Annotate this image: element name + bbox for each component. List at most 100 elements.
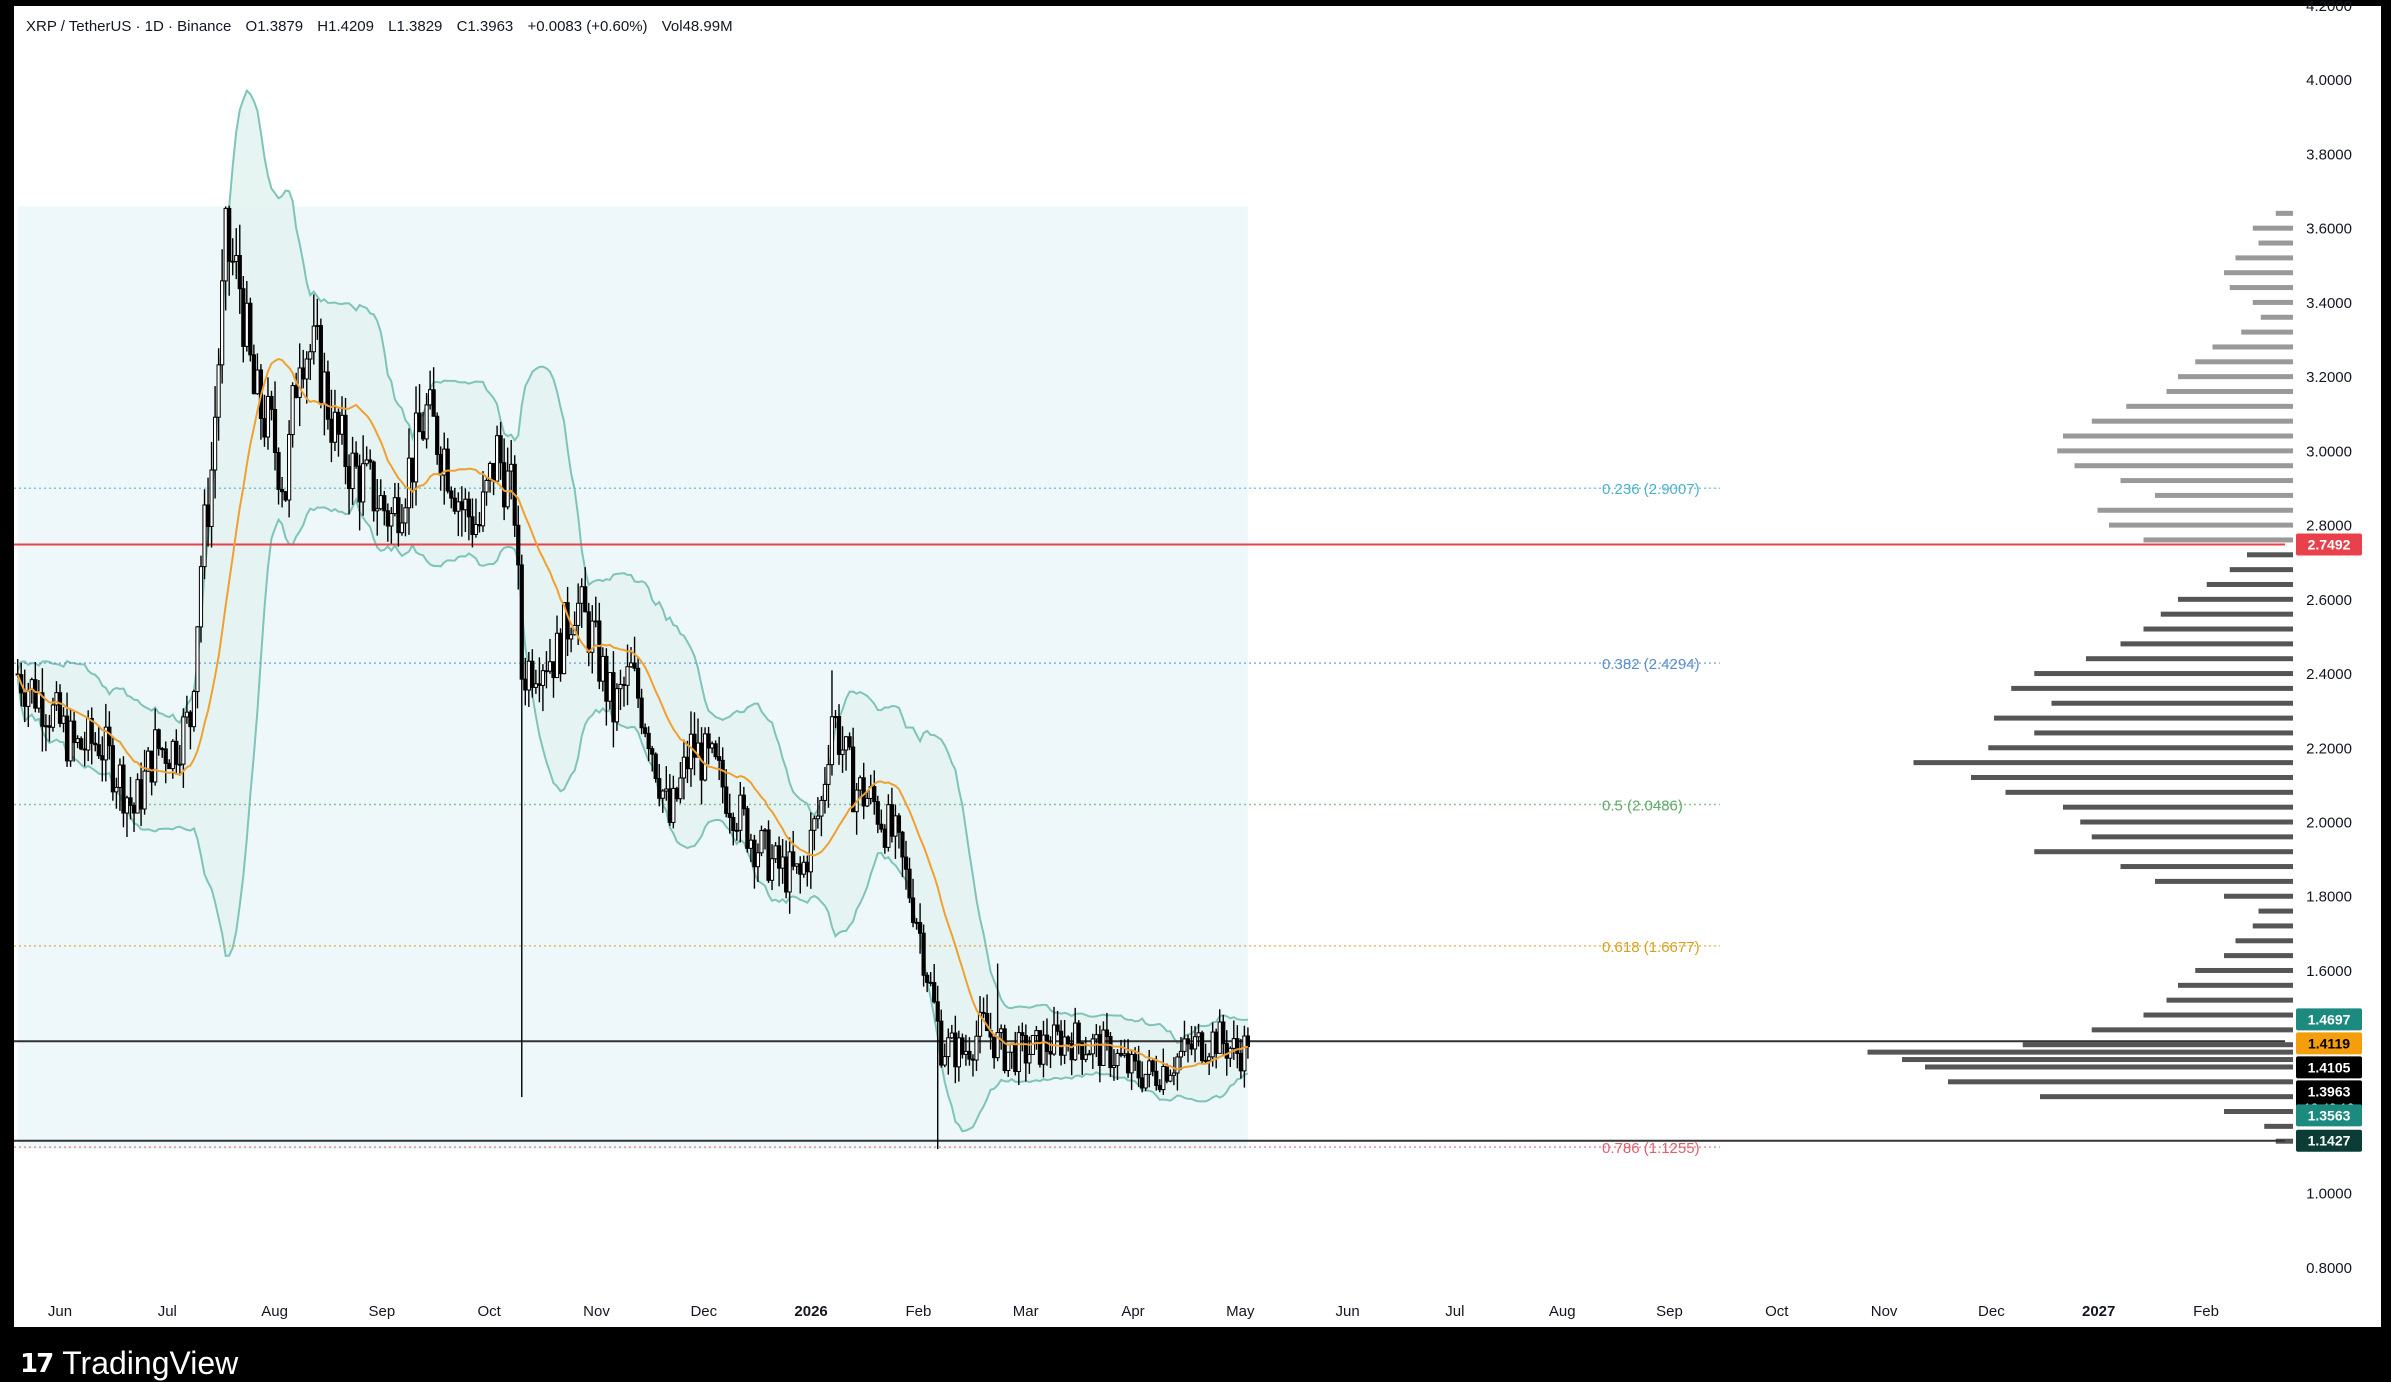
candle-body (833, 716, 838, 719)
candle-body (745, 808, 750, 849)
candle-body (86, 718, 91, 751)
price-axis-labels: 2.74921.46971.41191.41051.396312:42:131.… (2296, 533, 2362, 1152)
candle (907, 857, 912, 903)
price-label-bg (2296, 1104, 2362, 1127)
candle-body (79, 738, 84, 750)
candle-body (526, 660, 531, 691)
candle (406, 428, 412, 535)
candle (480, 471, 486, 532)
candle (403, 498, 408, 537)
candle (368, 449, 373, 470)
candle (967, 1037, 972, 1066)
candle-body (523, 678, 528, 691)
volume-profile-bar (2252, 299, 2293, 305)
candle (1171, 1057, 1176, 1086)
candle (981, 997, 986, 1018)
candle-body (960, 1037, 965, 1055)
candle-body (329, 418, 334, 443)
candle-body (635, 667, 641, 699)
volume-profile-bar (1913, 760, 2293, 766)
candle-body (776, 845, 782, 869)
x-tick-label: 2027 (2082, 1303, 2115, 1320)
y-tick-label: 1.8000 (2306, 889, 2352, 906)
candle (361, 435, 366, 516)
candle-body (784, 856, 789, 893)
candle (851, 727, 856, 813)
candle-body (463, 498, 468, 511)
candle-body (301, 367, 306, 380)
candle-body (999, 1028, 1004, 1034)
candle (1207, 1052, 1212, 1076)
candle-body (808, 829, 813, 873)
volume-profile-bar (2143, 537, 2293, 543)
candle (1020, 1022, 1025, 1052)
price-label-text: 2.7492 (2308, 536, 2351, 552)
candle-body (963, 1050, 969, 1055)
candle-body (498, 435, 503, 464)
candle-body (1224, 1043, 1229, 1059)
candle-body (484, 479, 489, 493)
candle-body (346, 466, 352, 490)
candle-body (435, 415, 440, 455)
candle (1221, 1014, 1226, 1055)
candle-body (540, 670, 546, 686)
y-tick-label: 3.6000 (2306, 221, 2352, 238)
candle-body (787, 851, 792, 893)
volume-profile-bar (2166, 388, 2293, 394)
candle-body (1023, 1035, 1028, 1064)
volume-profile-bar (2051, 700, 2293, 706)
volume-profile-bar (2258, 240, 2293, 246)
candle-body (604, 655, 609, 702)
candle-body (731, 816, 736, 831)
candle-body (590, 620, 595, 653)
moving-average-line (16, 357, 1249, 1071)
candle-body (138, 779, 144, 810)
candle-body (865, 797, 870, 807)
candle (1178, 1037, 1184, 1071)
candle-body (22, 692, 27, 707)
candle-body (1080, 1042, 1085, 1060)
tradingview-logo[interactable]: 17 TradingView (20, 1345, 238, 1381)
volume-profile-bar (2224, 953, 2293, 959)
candle-body (290, 385, 295, 436)
volume-profile-bar (2178, 596, 2293, 602)
moving-average (16, 357, 1249, 1071)
price-axis[interactable]: 4.2000 4.0000 3.8000 3.6000 3.4000 3.2000 3.00… (2306, 0, 2352, 1277)
candle-body (822, 783, 828, 801)
candle-body (519, 564, 524, 680)
candle-body (819, 799, 824, 817)
candle-body (646, 732, 651, 750)
candle-body (40, 692, 45, 727)
candle (371, 460, 376, 522)
candle-body (717, 756, 722, 761)
candle-body (1013, 1043, 1018, 1073)
candle-body (1048, 1051, 1053, 1055)
candle-body (1207, 1056, 1212, 1061)
candle (57, 684, 63, 728)
candle (925, 972, 930, 993)
volume-profile-bar (2034, 849, 2293, 855)
price-label: 1.4697 (2296, 1008, 2362, 1031)
candle (1108, 1031, 1113, 1078)
candle-body (1002, 1028, 1007, 1072)
time-axis[interactable]: Jun Jul Aug Sep Oct Nov Dec 2026 Feb Mar Apr May Jun… (48, 1303, 2219, 1320)
candle-body (332, 411, 338, 443)
candle-body (392, 497, 397, 515)
fib-level-label: 0.5 (2.0486) (1602, 797, 1683, 814)
candle (875, 795, 880, 834)
candle-body (403, 507, 408, 524)
candle-body (220, 280, 225, 366)
candle-body (576, 602, 581, 626)
candle (272, 381, 278, 471)
candle-body (607, 672, 612, 702)
candle (1175, 1053, 1180, 1091)
candle-body (826, 764, 831, 785)
candle-body (357, 465, 362, 503)
price-label-text: 1.4119 (2308, 1035, 2350, 1051)
candle-body (1199, 1032, 1205, 1062)
price-label: 1.1427 (2296, 1129, 2362, 1152)
candle (787, 837, 792, 914)
candle-body (1140, 1077, 1145, 1089)
